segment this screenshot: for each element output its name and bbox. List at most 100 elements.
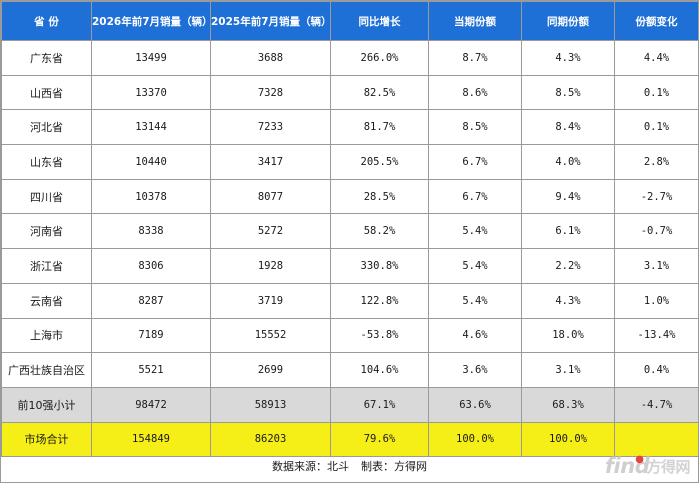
cell-share-prev: 100.0%	[521, 421, 615, 458]
find-logo-watermark: find ● 方得网	[604, 453, 691, 479]
header-sales-2026: 2026年前7月销量（辆）	[91, 1, 213, 41]
cell-province: 广东省	[1, 40, 92, 76]
cell-sales-2026: 13144	[91, 109, 211, 146]
cell-yoy: 266.0%	[330, 40, 429, 76]
table-row: 山东省 10440 3417 205.5% 6.7% 4.0% 2.8%	[1, 144, 699, 180]
cell-share-now: 4.6%	[428, 317, 522, 354]
header-share-change: 份额变化	[614, 1, 699, 41]
cell-sales-2025: 2699	[210, 352, 331, 388]
cell-province: 上海市	[1, 317, 92, 354]
cell-sales-2025: 3719	[210, 282, 331, 319]
cell-yoy: 205.5%	[330, 144, 429, 180]
header-yoy: 同比增长	[330, 1, 429, 41]
cell-province: 四川省	[1, 178, 92, 215]
watermark-latin: find	[604, 454, 650, 478]
cell-share-prev: 4.0%	[521, 144, 615, 180]
cell-share-change: 1.0%	[614, 282, 699, 319]
cell-yoy: 122.8%	[330, 282, 429, 319]
header-share-prev: 同期份额	[521, 1, 615, 41]
data-source: 数据来源：北斗	[272, 460, 349, 473]
cell-yoy: 330.8%	[330, 248, 429, 284]
cell-share-now: 6.7%	[428, 178, 522, 215]
cell-share-prev: 2.2%	[521, 248, 615, 284]
cell-yoy: -53.8%	[330, 317, 429, 354]
cell-sales-2026: 8287	[91, 282, 211, 319]
cell-sales-2025: 3417	[210, 144, 331, 180]
cell-share-now: 8.5%	[428, 109, 522, 146]
cell-share-change: 0.1%	[614, 109, 699, 146]
cell-province: 前10强小计	[1, 386, 92, 423]
cell-yoy: 81.7%	[330, 109, 429, 146]
cell-province: 河南省	[1, 213, 92, 250]
cell-share-now: 100.0%	[428, 421, 522, 458]
cell-sales-2026: 10378	[91, 178, 211, 215]
cell-share-change: 2.8%	[614, 144, 699, 180]
cell-sales-2026: 98472	[91, 386, 211, 423]
cell-province: 广西壮族自治区	[1, 352, 92, 388]
total-row: 市场合计 154849 86203 79.6% 100.0% 100.0%	[1, 421, 699, 458]
cell-yoy: 58.2%	[330, 213, 429, 250]
cell-province: 山东省	[1, 144, 92, 180]
header-share-now: 当期份额	[428, 1, 522, 41]
cell-sales-2025: 58913	[210, 386, 331, 423]
cell-share-change: -4.7%	[614, 386, 699, 423]
cell-sales-2025: 86203	[210, 421, 331, 458]
cell-sales-2026: 8338	[91, 213, 211, 250]
cell-share-now: 8.6%	[428, 74, 522, 111]
cell-yoy: 104.6%	[330, 352, 429, 388]
watermark-cn: 方得网	[646, 457, 690, 476]
cell-share-now: 6.7%	[428, 144, 522, 180]
cell-share-prev: 4.3%	[521, 40, 615, 76]
cell-sales-2025: 3688	[210, 40, 331, 76]
cell-share-prev: 18.0%	[521, 317, 615, 354]
cell-yoy: 79.6%	[330, 421, 429, 458]
cell-sales-2025: 15552	[210, 317, 331, 354]
table-footer: 数据来源：北斗 制表：方得网	[1, 452, 698, 482]
cell-sales-2025: 8077	[210, 178, 331, 215]
cell-sales-2025: 5272	[210, 213, 331, 250]
cell-share-prev: 3.1%	[521, 352, 615, 388]
cell-sales-2026: 13370	[91, 74, 211, 111]
cell-sales-2026: 8306	[91, 248, 211, 284]
cell-share-now: 8.7%	[428, 40, 522, 76]
header-sales-2025: 2025年前7月销量（辆）	[210, 1, 332, 41]
cell-sales-2026: 7189	[91, 317, 211, 354]
cell-province: 云南省	[1, 282, 92, 319]
cell-province: 浙江省	[1, 248, 92, 284]
cell-yoy: 67.1%	[330, 386, 429, 423]
cell-province: 河北省	[1, 109, 92, 146]
cell-share-change: 4.4%	[614, 40, 699, 76]
cell-share-change: 0.4%	[614, 352, 699, 388]
table-row: 河北省 13144 7233 81.7% 8.5% 8.4% 0.1%	[1, 109, 699, 146]
cell-sales-2026: 5521	[91, 352, 211, 388]
cell-share-prev: 6.1%	[521, 213, 615, 250]
table-maker: 制表：方得网	[361, 460, 427, 473]
cell-province: 山西省	[1, 74, 92, 111]
cell-share-change	[614, 421, 699, 458]
cell-share-prev: 8.4%	[521, 109, 615, 146]
cell-share-now: 5.4%	[428, 248, 522, 284]
subtotal-row: 前10强小计 98472 58913 67.1% 63.6% 68.3% -4.…	[1, 386, 699, 423]
cell-province: 市场合计	[1, 421, 92, 458]
cell-share-now: 3.6%	[428, 352, 522, 388]
cell-share-prev: 68.3%	[521, 386, 615, 423]
header-province: 省 份	[1, 1, 92, 41]
table-row: 河南省 8338 5272 58.2% 5.4% 6.1% -0.7%	[1, 213, 699, 250]
cell-share-now: 63.6%	[428, 386, 522, 423]
cell-share-now: 5.4%	[428, 213, 522, 250]
cell-share-prev: 9.4%	[521, 178, 615, 215]
cell-sales-2026: 10440	[91, 144, 211, 180]
cell-sales-2025: 1928	[210, 248, 331, 284]
logo-dot-icon: ●	[635, 453, 644, 465]
cell-share-change: 0.1%	[614, 74, 699, 111]
cell-yoy: 28.5%	[330, 178, 429, 215]
cell-yoy: 82.5%	[330, 74, 429, 111]
cell-share-change: -13.4%	[614, 317, 699, 354]
cell-share-change: -0.7%	[614, 213, 699, 250]
table-header-row: 省 份 2026年前7月销量（辆） 2025年前7月销量（辆） 同比增长 当期份…	[1, 1, 699, 41]
table-row: 广西壮族自治区 5521 2699 104.6% 3.6% 3.1% 0.4%	[1, 352, 699, 388]
table-row: 上海市 7189 15552 -53.8% 4.6% 18.0% -13.4%	[1, 317, 699, 354]
cell-share-change: 3.1%	[614, 248, 699, 284]
table-row: 山西省 13370 7328 82.5% 8.6% 8.5% 0.1%	[1, 74, 699, 111]
